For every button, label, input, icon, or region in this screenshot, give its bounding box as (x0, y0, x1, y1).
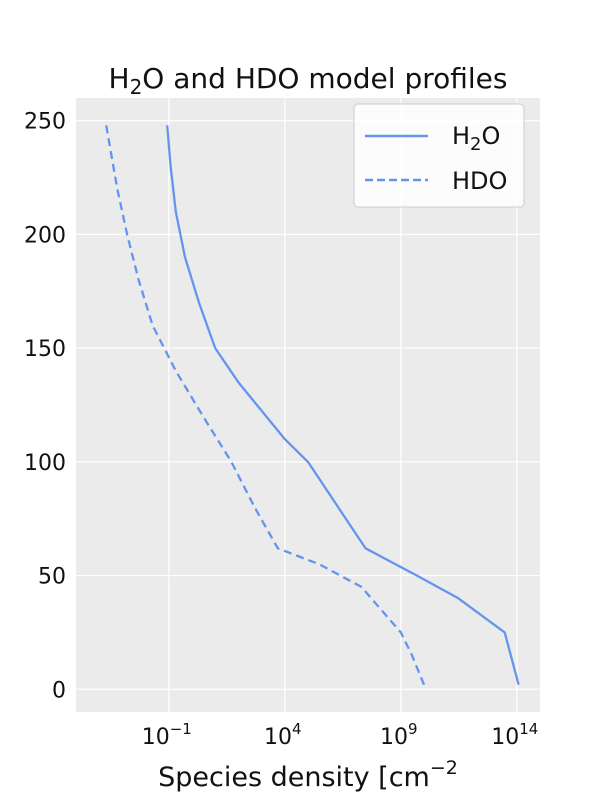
y-tick-label: 250 (24, 110, 66, 135)
chart-title-rest: O and HDO model profiles (142, 62, 507, 95)
x-tick-base: 10 (380, 725, 408, 750)
x-axis-label-main: Species density [cm (158, 762, 430, 793)
x-tick-label: 104 (264, 720, 302, 750)
legend-label-hdo: HDO (452, 167, 507, 195)
legend-label-h2o-main: H (452, 122, 470, 150)
y-tick-labels: 0 50 100 150 200 250 (24, 110, 66, 704)
x-tick-label: 1014 (491, 720, 538, 750)
x-tick-label: 10−1 (142, 720, 192, 750)
y-tick-label: 50 (38, 565, 66, 590)
x-tick-exponent: 4 (292, 720, 302, 738)
chart-title-main: H (109, 62, 130, 95)
y-tick-label: 200 (24, 223, 66, 248)
series-layer (105, 125, 520, 686)
legend-label-h2o-sub: 2 (470, 134, 481, 155)
x-tick-exponent: 14 (519, 720, 538, 738)
chart-title-sub: 2 (130, 75, 143, 99)
series-line-h2o (166, 125, 520, 685)
y-tick-label: 0 (52, 678, 66, 703)
legend-label-hdo-main: HDO (452, 167, 507, 195)
x-tick-base: 10 (142, 725, 170, 750)
x-tick-exponent: 9 (408, 720, 418, 738)
y-tick-label: 100 (24, 451, 66, 476)
x-axis-label: Species density [cm−2 (158, 757, 458, 793)
legend: H2O HDO (353, 103, 525, 208)
x-tick-base: 10 (491, 725, 519, 750)
x-tick-labels: 10−1 104 109 1014 (142, 720, 539, 750)
x-tick-exponent: −1 (170, 720, 192, 738)
x-tick-base: 10 (264, 725, 292, 750)
chart-title: H2O and HDO model profiles (109, 62, 508, 99)
legend-label-h2o-rest: O (482, 122, 501, 150)
y-tick-label: 150 (24, 337, 66, 362)
legend-label-h2o: H2O (452, 122, 500, 155)
x-tick-label: 109 (380, 720, 418, 750)
x-axis-label-sup: −2 (430, 757, 458, 779)
